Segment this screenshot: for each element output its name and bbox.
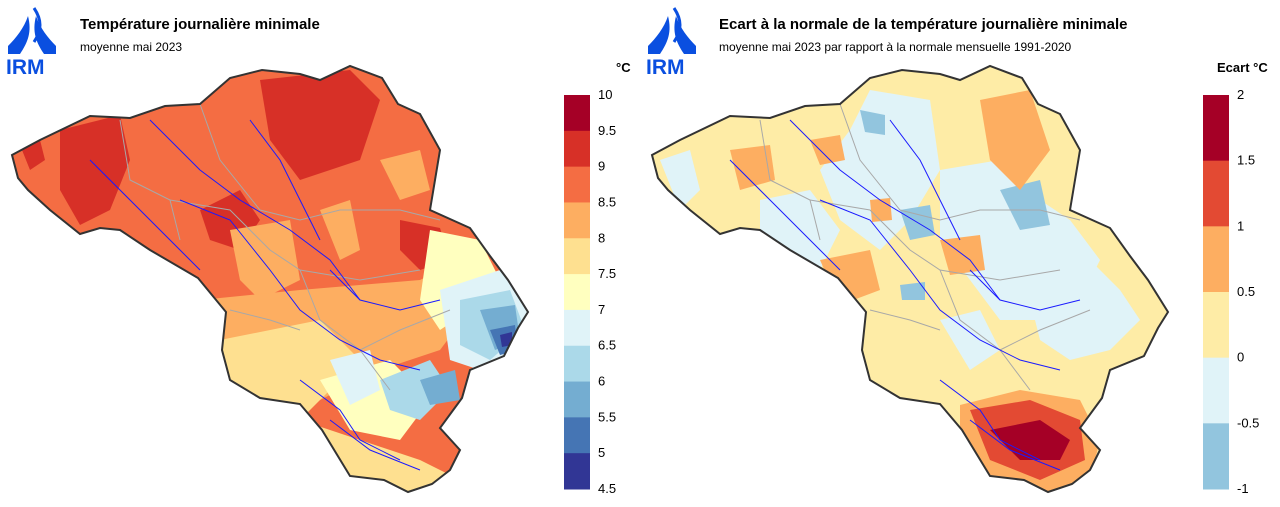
legend-color-bin [564, 238, 590, 275]
legend-color-bin [1203, 95, 1229, 162]
map-panel-temperature-anomaly: IRM Ecart à la normale de la température… [640, 0, 1280, 507]
legend-unit: Ecart °C [1217, 60, 1268, 75]
legend-tick-label: 8.5 [598, 194, 616, 209]
legend-tick-label: 1.5 [1237, 153, 1255, 168]
belgium-map [10, 64, 530, 494]
color-legend: 2 1.5 1 0.5 0 -0.5 -1 [1203, 87, 1259, 496]
legend-color-bin [564, 381, 590, 418]
legend-tick-label: 8 [598, 230, 605, 245]
legend-color-bin [564, 417, 590, 454]
legend-color-bin [564, 345, 590, 383]
map-subtitle: moyenne mai 2023 par rapport à la normal… [719, 40, 1072, 54]
legend-color-bin [564, 453, 590, 490]
map-subtitle: moyenne mai 2023 [80, 40, 183, 54]
legend-tick-label: -0.5 [1237, 415, 1259, 430]
legend-color-bin [1203, 423, 1229, 490]
legend-tick-label: 5 [598, 445, 605, 460]
country-border [650, 64, 1170, 494]
legend-color-bin [564, 130, 590, 168]
irm-logo-icon [648, 7, 696, 54]
legend-tick-label: 7 [598, 302, 605, 317]
legend-color-bin [1203, 357, 1229, 424]
legend-tick-label: 9.5 [598, 123, 616, 138]
legend-tick-label: 4.5 [598, 481, 616, 496]
country-border [10, 64, 530, 494]
legend-color-bin [564, 274, 590, 311]
legend-tick-label: 9 [598, 159, 605, 174]
legend-color-bin [564, 166, 590, 203]
legend-tick-label: 1 [1237, 218, 1244, 233]
logo-text: IRM [6, 56, 45, 79]
irm-logo: IRM [646, 6, 698, 79]
belgium-map [650, 64, 1170, 494]
logo-text: IRM [646, 56, 685, 79]
legend-color-bin [1203, 292, 1229, 359]
legend-tick-label: 10 [598, 87, 612, 102]
map-panel-min-temperature: IRM Température journalière minimale moy… [6, 6, 631, 496]
legend-tick-label: 5.5 [598, 409, 616, 424]
legend-color-bin [1203, 226, 1229, 293]
legend-color-bin [1203, 160, 1229, 227]
legend-tick-label: 0.5 [1237, 284, 1255, 299]
legend-tick-label: 6.5 [598, 338, 616, 353]
legend-tick-label: 6 [598, 374, 605, 389]
legend-tick-label: -1 [1237, 481, 1249, 496]
legend-color-bin [564, 95, 590, 132]
map-title: Ecart à la normale de la température jou… [719, 16, 1128, 33]
map-title: Température journalière minimale [80, 16, 320, 33]
irm-logo: IRM [6, 6, 58, 79]
color-legend: 10 9.5 9 8.5 8 7.5 7 6.5 6 5.5 5 4.5 [564, 87, 616, 496]
legend-tick-label: 2 [1237, 87, 1244, 102]
legend-color-bin [564, 309, 590, 347]
legend-tick-label: 7.5 [598, 266, 616, 281]
legend-unit: °C [616, 60, 631, 75]
legend-tick-label: 0 [1237, 350, 1244, 365]
irm-logo-icon [8, 7, 56, 54]
legend-color-bin [564, 202, 590, 239]
